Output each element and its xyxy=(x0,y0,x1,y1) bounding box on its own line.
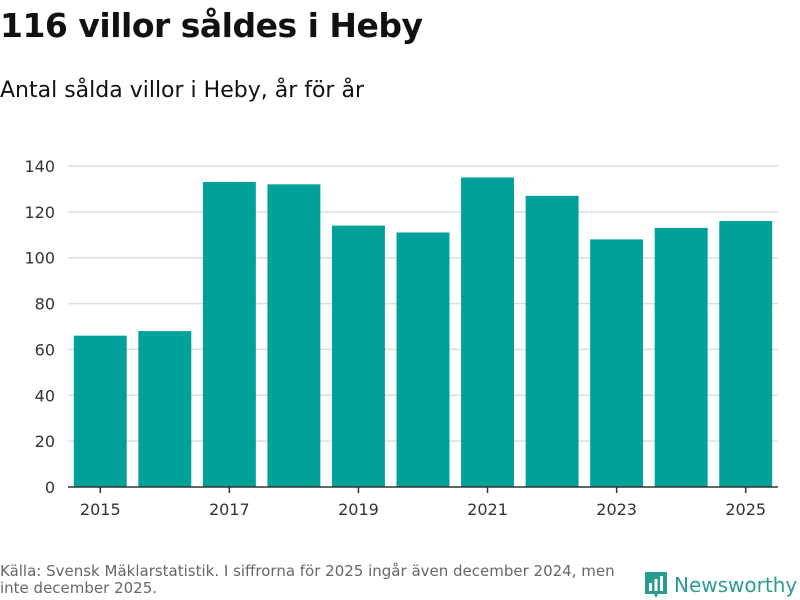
bars xyxy=(74,177,772,487)
x-tick-label: 2017 xyxy=(209,500,250,519)
bar-2024 xyxy=(655,228,708,487)
bar-2015 xyxy=(74,336,127,487)
x-tick-label: 2025 xyxy=(725,500,766,519)
y-tick-label: 100 xyxy=(24,249,55,268)
y-tick-label: 120 xyxy=(24,203,55,222)
axes xyxy=(68,487,778,493)
x-tick-label: 2015 xyxy=(80,500,121,519)
bar-2018 xyxy=(267,184,320,487)
bar-2023 xyxy=(590,239,643,487)
y-tick-labels: 0 20 40 60 80 100 120 140 xyxy=(24,157,55,497)
bar-2016 xyxy=(138,331,191,487)
bar-chart-logo-icon xyxy=(644,571,668,599)
x-tick-label: 2021 xyxy=(467,500,508,519)
y-tick-label: 0 xyxy=(45,478,55,497)
bar-2025 xyxy=(719,221,772,487)
y-tick-label: 40 xyxy=(35,386,55,405)
x-tick-label: 2023 xyxy=(596,500,637,519)
x-tick-labels: 2015 2017 2019 2021 2023 2025 xyxy=(80,500,766,519)
bar-2017 xyxy=(203,182,256,487)
bar-2022 xyxy=(526,196,579,487)
source-note: Källa: Svensk Mäklarstatistik. I siffror… xyxy=(0,563,640,597)
bar-2020 xyxy=(397,232,450,487)
y-tick-label: 140 xyxy=(24,157,55,176)
x-tick-label: 2019 xyxy=(338,500,379,519)
y-tick-label: 20 xyxy=(35,432,55,451)
brand-name: Newsworthy xyxy=(674,573,797,597)
bar-2019 xyxy=(332,226,385,487)
brand-logo: Newsworthy xyxy=(644,570,797,600)
bar-2021 xyxy=(461,177,514,487)
y-tick-label: 80 xyxy=(35,295,55,314)
y-tick-label: 60 xyxy=(35,340,55,359)
